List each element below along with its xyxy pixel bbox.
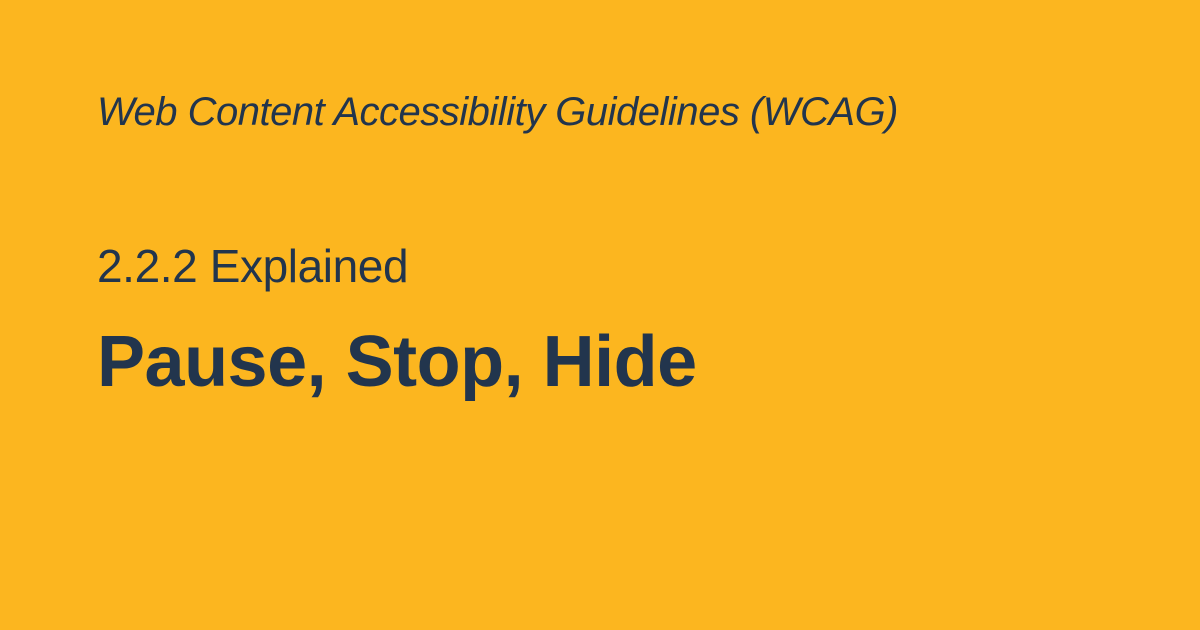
page-title: Pause, Stop, Hide (97, 322, 697, 402)
guideline-name: Web Content Accessibility Guidelines (WC… (97, 90, 899, 134)
success-criterion-subtitle: 2.2.2 Explained (97, 240, 409, 292)
